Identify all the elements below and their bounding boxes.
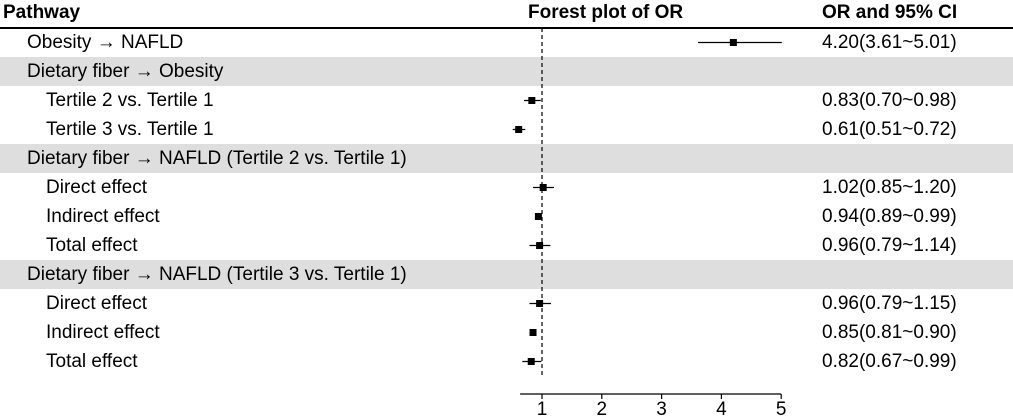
point-estimate <box>527 358 535 365</box>
x-tick-label: 4 <box>716 399 727 416</box>
header-rule <box>0 27 1013 29</box>
group-label: Dietary fiber → NAFLD (Tertile 2 vs. Ter… <box>27 148 407 169</box>
point-estimate <box>515 126 523 133</box>
or-ci-value: 0.83(0.70~0.98) <box>822 90 957 111</box>
point-estimate <box>536 242 544 249</box>
x-tick-label: 5 <box>776 399 787 416</box>
or-ci-value: 4.20(3.61~5.01) <box>822 32 957 53</box>
forest-plot-header: Forest plot of OR <box>528 2 684 23</box>
row-label: Direct effect <box>46 293 148 314</box>
group-band <box>0 260 1013 289</box>
row-label: Indirect effect <box>46 206 160 227</box>
row-label: Tertile 2 vs. Tertile 1 <box>46 90 214 111</box>
point-estimate <box>528 97 536 104</box>
or-ci-value: 0.94(0.89~0.99) <box>822 206 957 227</box>
point-estimate <box>729 39 737 46</box>
pathway-header: Pathway <box>3 2 81 23</box>
x-tick-label: 3 <box>656 399 667 416</box>
or-ci-value: 0.96(0.79~1.15) <box>822 293 957 314</box>
or-ci-value: 1.02(0.85~1.20) <box>822 177 957 198</box>
row-label: Obesity → NAFLD <box>27 32 184 53</box>
row-label: Total effect <box>46 235 138 256</box>
point-estimate <box>536 300 544 307</box>
or-ci-value: 0.85(0.81~0.90) <box>822 322 957 343</box>
or-ci-header: OR and 95% CI <box>822 2 958 23</box>
point-estimate <box>529 329 537 336</box>
x-tick-label: 1 <box>537 399 548 416</box>
row-label: Indirect effect <box>46 322 160 343</box>
row-label: Direct effect <box>46 177 148 198</box>
point-estimate <box>534 213 542 220</box>
x-tick-label: 2 <box>597 399 608 416</box>
group-band <box>0 57 1013 86</box>
or-ci-value: 0.82(0.67~0.99) <box>822 351 957 372</box>
or-ci-value: 0.96(0.79~1.14) <box>822 235 957 256</box>
point-estimate <box>539 184 547 191</box>
row-label: Total effect <box>46 351 138 372</box>
group-label: Dietary fiber → NAFLD (Tertile 3 vs. Ter… <box>27 264 407 285</box>
or-ci-value: 0.61(0.51~0.72) <box>822 119 957 140</box>
group-label: Dietary fiber → Obesity <box>27 61 224 82</box>
row-label: Tertile 3 vs. Tertile 1 <box>46 119 214 140</box>
group-band <box>0 144 1013 173</box>
